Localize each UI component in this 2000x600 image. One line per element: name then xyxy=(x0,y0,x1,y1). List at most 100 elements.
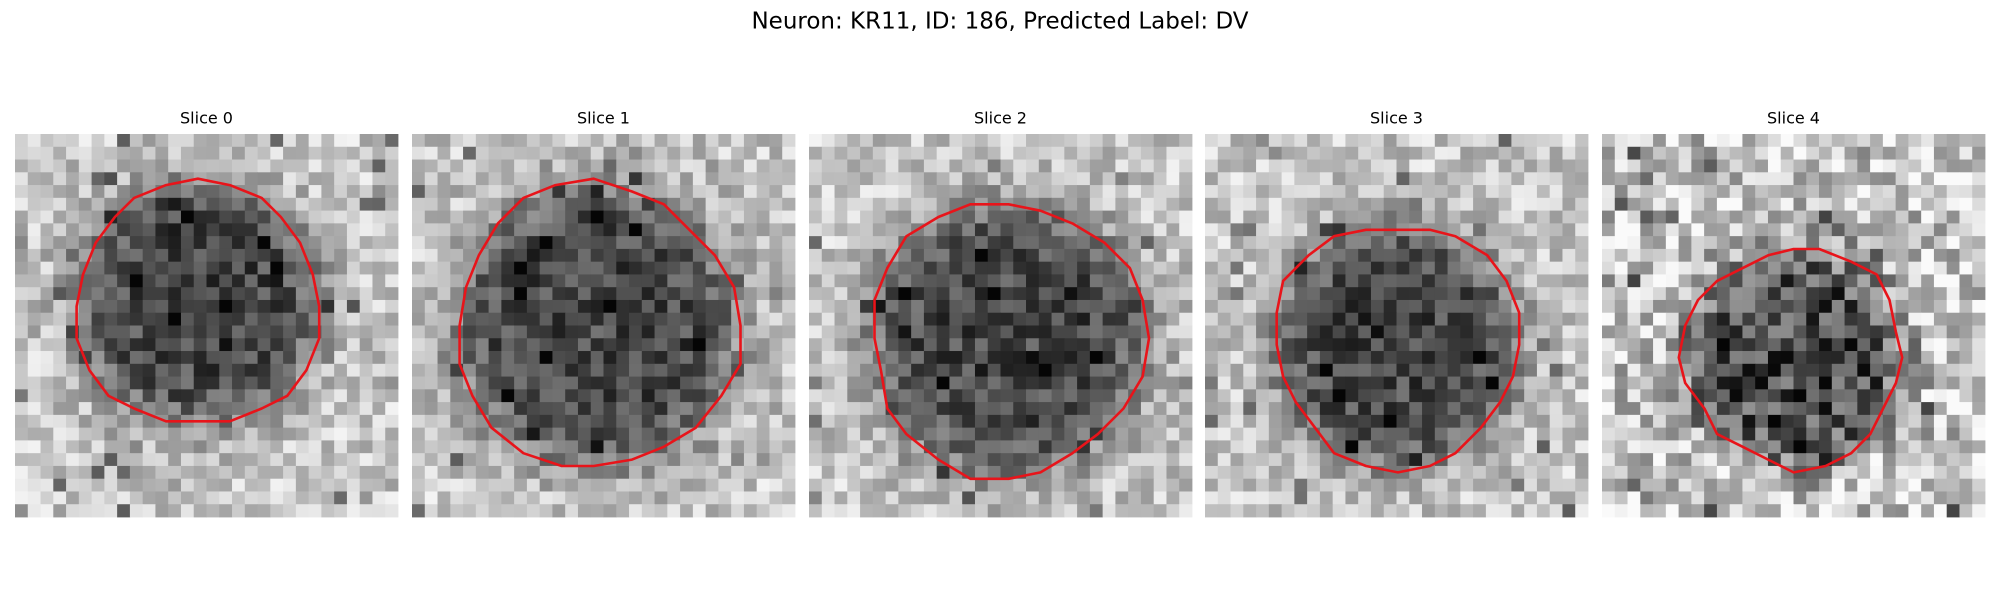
pixel xyxy=(1767,159,1782,173)
pixel xyxy=(450,287,464,301)
pixel xyxy=(1434,414,1448,429)
pixel xyxy=(1064,427,1078,441)
pixel xyxy=(552,287,566,301)
pixel xyxy=(437,261,451,275)
pixel xyxy=(718,146,732,160)
pixel xyxy=(270,376,284,390)
pixel xyxy=(1946,274,1960,288)
pixel xyxy=(1704,299,1718,314)
pixel xyxy=(1434,287,1448,301)
pixel xyxy=(359,236,373,250)
pixel xyxy=(1691,363,1705,377)
pixel xyxy=(295,146,310,160)
pixel xyxy=(53,453,67,467)
pixel xyxy=(78,491,92,505)
pixel xyxy=(514,185,528,199)
pixel xyxy=(463,427,477,441)
pixel xyxy=(1345,248,1359,263)
pixel xyxy=(1806,134,1820,148)
pixel xyxy=(539,159,553,173)
pixel xyxy=(91,172,105,186)
pixel xyxy=(885,376,899,390)
pixel xyxy=(974,376,989,390)
pixel xyxy=(104,440,118,454)
pixel xyxy=(923,299,938,314)
pixel xyxy=(1460,172,1474,186)
pixel xyxy=(219,325,233,339)
pixel xyxy=(1536,261,1551,275)
pixel xyxy=(1102,185,1116,199)
pixel xyxy=(1089,299,1104,314)
pixel xyxy=(552,236,566,250)
pixel xyxy=(40,274,54,288)
pixel xyxy=(1549,287,1563,301)
pixel xyxy=(1716,478,1731,492)
pixel xyxy=(590,287,604,301)
pixel xyxy=(1602,491,1616,505)
pixel xyxy=(78,312,92,326)
pixel xyxy=(1575,338,1589,352)
pixel xyxy=(155,299,169,314)
pixel xyxy=(1498,465,1512,480)
pixel xyxy=(885,312,899,326)
pixel xyxy=(488,504,502,518)
pixel xyxy=(756,414,770,429)
pixel xyxy=(1806,299,1820,314)
pixel xyxy=(1268,453,1282,467)
pixel xyxy=(155,325,169,339)
pixel xyxy=(1933,210,1948,224)
pixel xyxy=(117,185,131,199)
pixel xyxy=(1614,159,1628,173)
pixel xyxy=(412,299,426,314)
pixel xyxy=(1627,185,1641,199)
pixel xyxy=(552,312,566,326)
pixel xyxy=(782,185,796,199)
pixel xyxy=(488,402,502,416)
pixel xyxy=(577,351,592,365)
pixel xyxy=(821,478,835,492)
pixel xyxy=(1000,274,1014,288)
pixel xyxy=(872,491,886,505)
pixel xyxy=(616,299,630,314)
pixel xyxy=(1485,491,1500,505)
pixel xyxy=(321,351,335,365)
pixel xyxy=(1972,453,1986,467)
pixel xyxy=(1409,351,1423,365)
pixel xyxy=(1281,210,1295,224)
pixel xyxy=(743,312,758,326)
pixel xyxy=(206,351,220,365)
pixel xyxy=(117,414,131,429)
pixel xyxy=(424,236,438,250)
pixel xyxy=(692,134,707,148)
pixel xyxy=(974,363,989,377)
pixel xyxy=(1370,453,1385,467)
pixel xyxy=(346,376,361,390)
pixel xyxy=(1806,363,1820,377)
pixel xyxy=(577,197,592,211)
pixel xyxy=(1383,453,1397,467)
pixel xyxy=(1128,478,1142,492)
pixel xyxy=(359,363,373,377)
pixel xyxy=(1640,465,1654,480)
pixel xyxy=(1767,427,1782,441)
pixel xyxy=(565,197,579,211)
pixel xyxy=(206,389,220,403)
pixel xyxy=(1678,197,1692,211)
pixel xyxy=(680,248,694,263)
pixel xyxy=(1013,146,1027,160)
pixel xyxy=(1396,440,1410,454)
pixel xyxy=(692,478,707,492)
pixel xyxy=(321,453,335,467)
pixel xyxy=(104,312,118,326)
pixel xyxy=(1409,427,1423,441)
pixel xyxy=(1166,440,1180,454)
pixel xyxy=(53,504,67,518)
pixel xyxy=(1921,504,1935,518)
pixel xyxy=(501,389,515,403)
pixel xyxy=(974,287,989,301)
pixel xyxy=(1077,402,1091,416)
pixel xyxy=(1205,159,1219,173)
pixel xyxy=(1691,312,1705,326)
pixel xyxy=(769,274,783,288)
pixel xyxy=(1524,287,1538,301)
